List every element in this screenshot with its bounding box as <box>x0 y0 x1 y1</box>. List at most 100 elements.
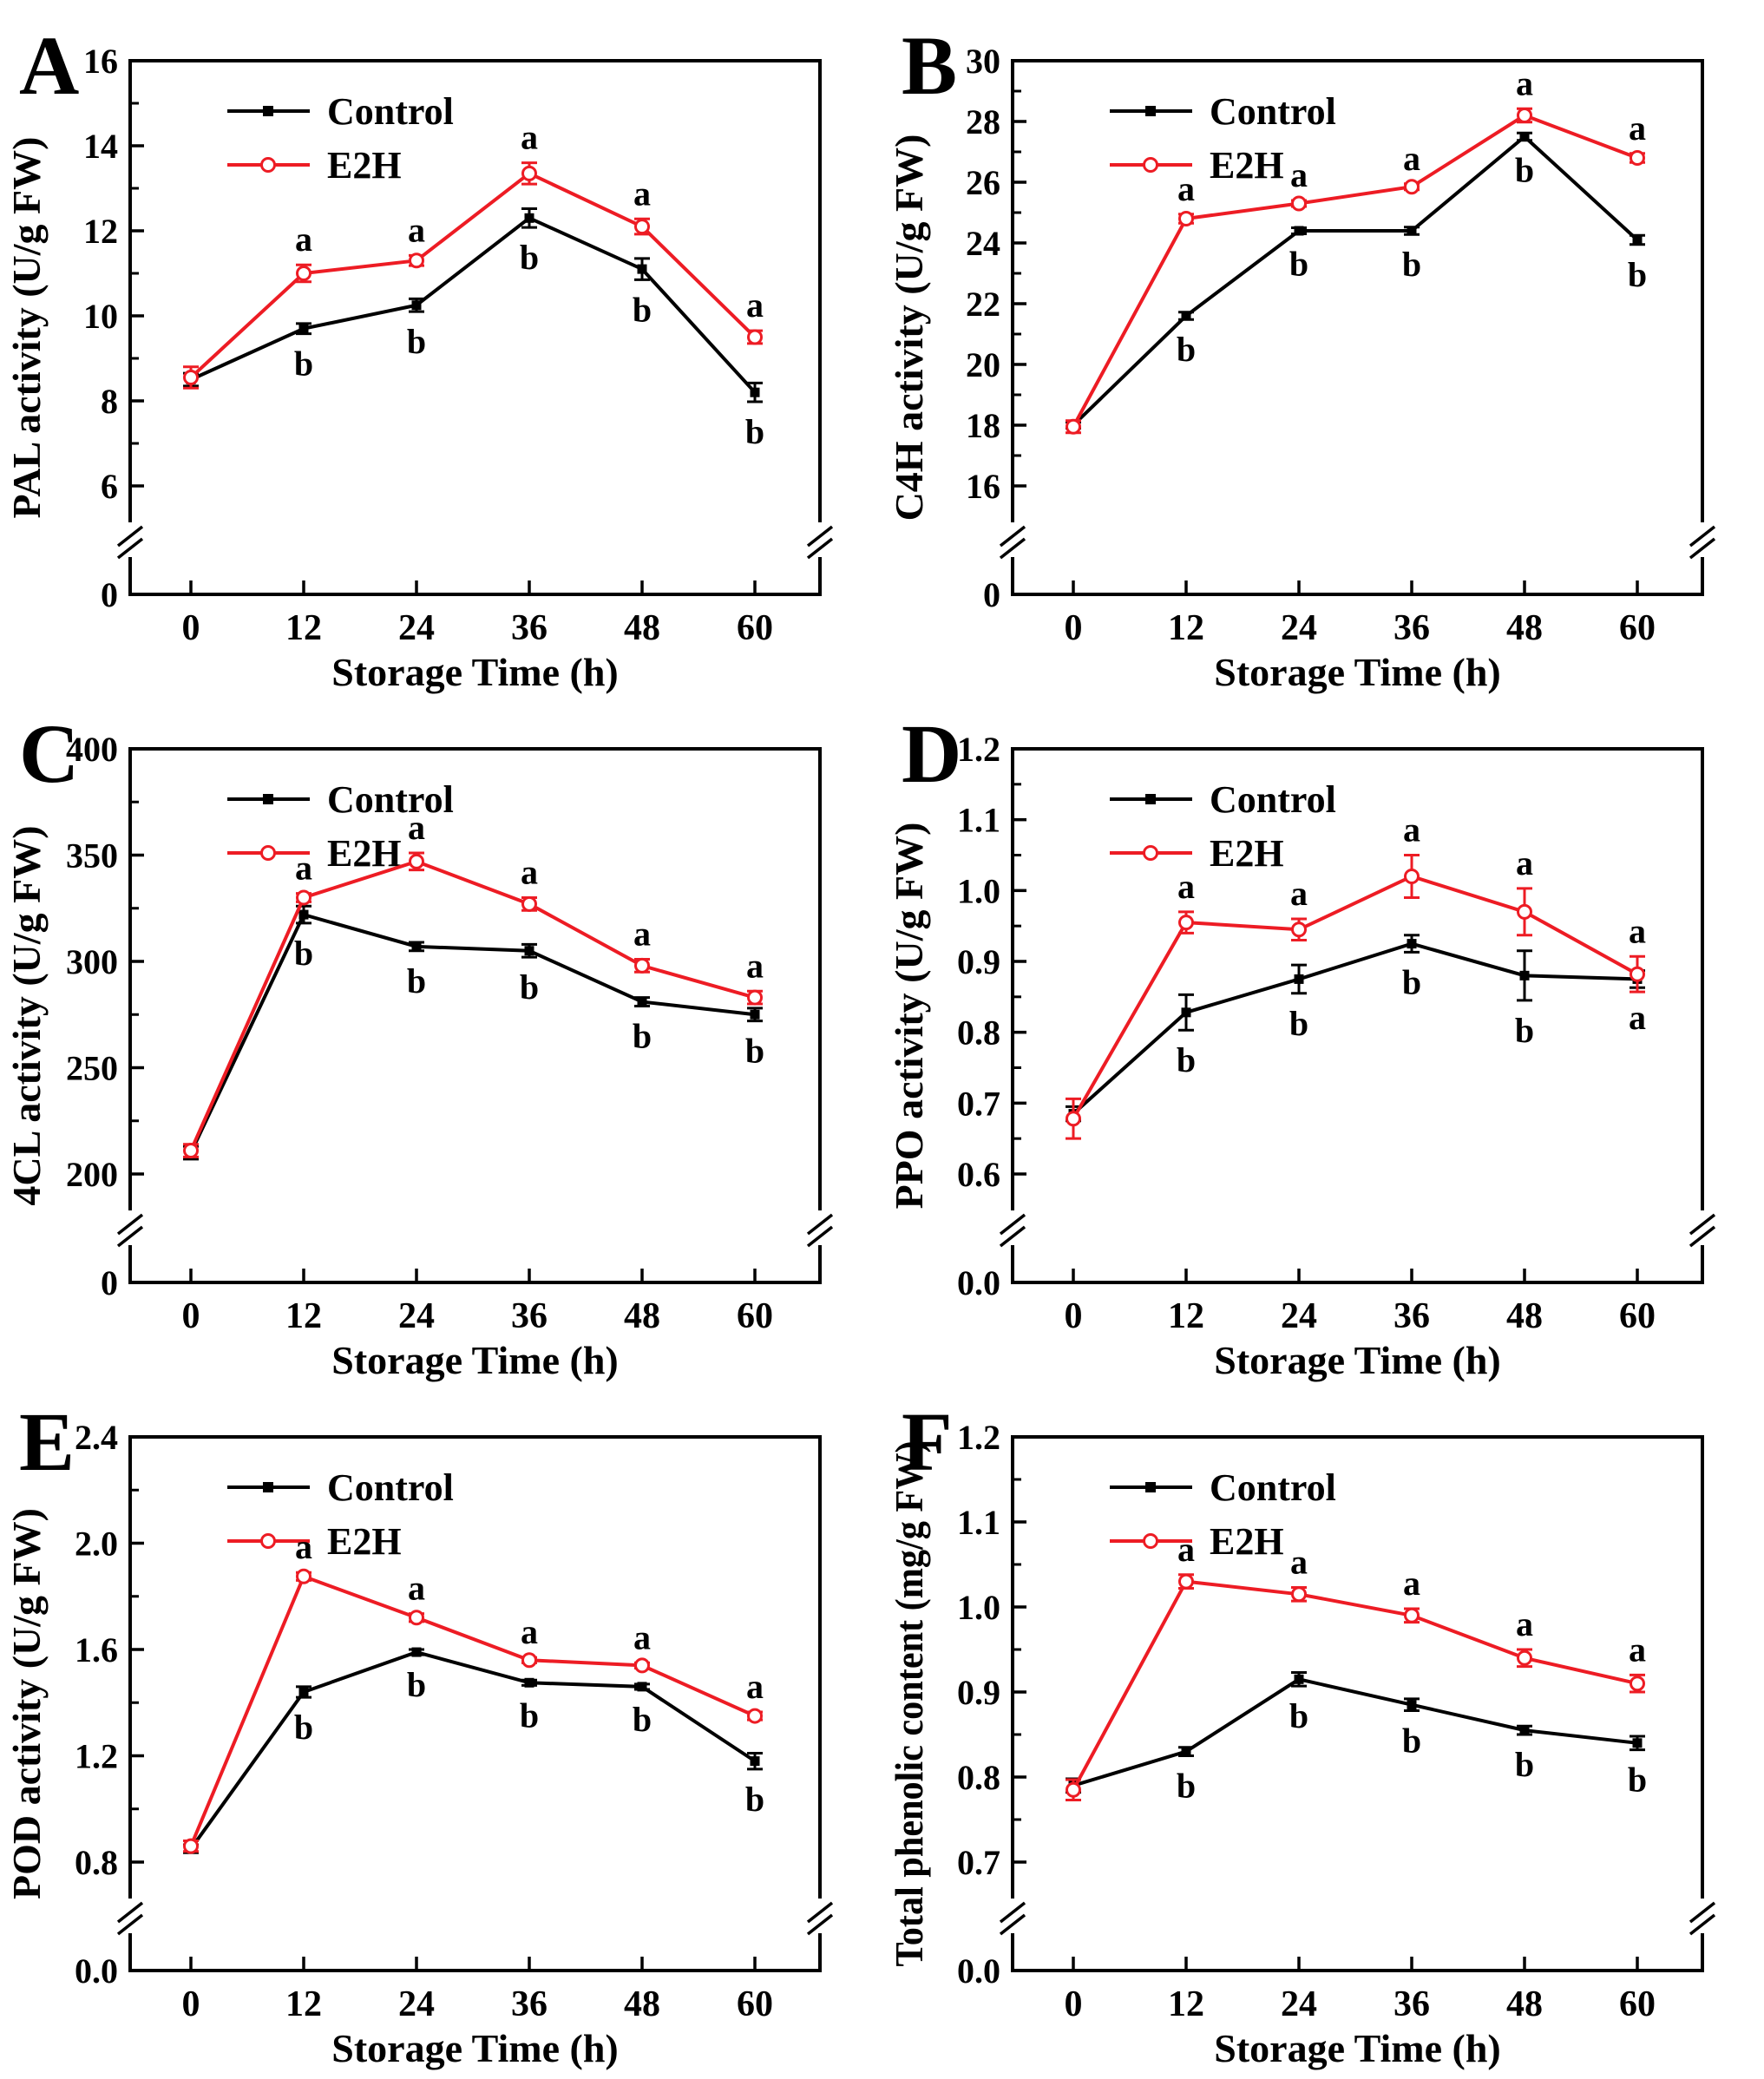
series-E2H: a a a a a <box>183 118 764 390</box>
x-axis-tick-label: 60 <box>737 1296 773 1336</box>
significance-letter: a <box>1629 1630 1646 1669</box>
data-point-marker <box>1178 211 1194 226</box>
data-point-marker <box>750 1756 760 1767</box>
significance-letter: a <box>746 285 764 325</box>
series-Control: b b b b a <box>1066 934 1646 1123</box>
y-axis-tick-label: 2.4 <box>75 1418 118 1457</box>
legend-label-E2H: E2H <box>327 144 402 187</box>
significance-letter: a <box>1629 998 1646 1037</box>
y-axis-title: 4CL activity (U/g FW) <box>4 825 49 1205</box>
x-axis-tick-label: 36 <box>1393 1984 1430 2024</box>
data-point-marker <box>1181 1007 1191 1018</box>
legend-marker-filled-square <box>1145 794 1156 804</box>
x-axis-tick-label: 0 <box>1065 1296 1083 1336</box>
x-axis-title: Storage Time (h) <box>331 1338 619 1382</box>
x-axis-tick-label: 12 <box>285 1984 322 2024</box>
x-axis-tick-label: 36 <box>511 1984 548 2024</box>
x-axis-tick-label: 48 <box>624 1984 660 2024</box>
legend-marker-open-circle <box>260 157 276 173</box>
significance-letter: b <box>745 412 764 451</box>
x-axis-tick-label: 36 <box>1393 1296 1430 1336</box>
legend-marker-filled-square <box>1145 1482 1156 1492</box>
significance-letter: a <box>1177 169 1195 208</box>
legend-label-Control: Control <box>327 1466 454 1509</box>
significance-letter: a <box>408 808 425 847</box>
y-axis-tick-label: 1.2 <box>75 1737 118 1776</box>
data-point-marker <box>1407 1700 1417 1710</box>
significance-letter: b <box>1628 255 1647 294</box>
significance-letter: b <box>520 1695 539 1735</box>
significance-letter: b <box>1402 245 1421 284</box>
significance-letter: a <box>746 1667 764 1706</box>
y-axis-tick-label: 300 <box>66 942 118 981</box>
panel-letter: C <box>19 707 79 800</box>
legend: Control E2H <box>1110 778 1336 875</box>
significance-letter: a <box>295 220 312 259</box>
x-axis-tick-label: 0 <box>182 1296 200 1336</box>
panel-letter: A <box>19 19 79 112</box>
data-point-marker <box>298 909 309 920</box>
y-axis-tick-label: 16 <box>966 467 1000 506</box>
data-point-marker <box>411 941 422 952</box>
y-axis-tick-label: 1.2 <box>957 1418 1000 1457</box>
y-axis-tick-label: 0.9 <box>957 1673 1000 1712</box>
significance-letter: a <box>1516 1604 1533 1643</box>
x-axis-tick-label: 12 <box>1168 1296 1204 1336</box>
significance-letter: b <box>1177 1767 1196 1806</box>
y-axis-tick-label: 0.8 <box>957 1758 1000 1797</box>
y-axis-tick-label: 2.0 <box>75 1525 118 1564</box>
x-axis-tick-label: 12 <box>285 608 322 648</box>
axis-break-icon <box>116 1225 144 1248</box>
significance-letter: a <box>633 174 651 213</box>
data-point-marker <box>183 1838 199 1854</box>
data-point-marker <box>1066 1781 1081 1798</box>
x-axis-tick-label: 60 <box>1619 608 1656 648</box>
significance-letter: b <box>633 1016 652 1055</box>
data-point-marker <box>524 1677 534 1688</box>
x-axis-tick-label: 48 <box>1506 608 1543 648</box>
data-point-marker <box>747 989 763 1006</box>
series-line-Control <box>190 215 757 394</box>
data-point-marker <box>747 1708 763 1724</box>
y-axis-tick-label: 200 <box>66 1155 118 1194</box>
legend-marker-open-circle <box>260 845 276 861</box>
series-line-E2H <box>1072 113 1638 428</box>
plot-box <box>1011 1435 1704 1972</box>
axis-break-gap <box>1010 1210 1015 1245</box>
significance-letter: b <box>1289 1696 1308 1735</box>
y-axis-tick-label: 1.6 <box>75 1630 118 1669</box>
y-axis-tick-label: 250 <box>66 1049 118 1088</box>
series-line-Control <box>1072 941 1638 1116</box>
significance-letter: a <box>1290 1542 1308 1581</box>
axis-break-icon <box>999 525 1026 548</box>
data-point-marker <box>750 387 760 397</box>
significance-letter: b <box>1515 1745 1534 1784</box>
y-axis-title: POD activity (U/g FW) <box>4 1508 49 1899</box>
axis-break-icon <box>116 525 144 548</box>
series-Control: b b b b b <box>1066 1670 1647 1806</box>
significance-letter: b <box>633 1700 652 1739</box>
panel-svg-D: D1.2 1.1 1.0 0.9 0.8 0.7 0.6 0.0 0 12 24 36 48 60 Stor… <box>887 707 1716 1382</box>
panel-svg-E: E 2.4 2.0 1.6 1.2 0.8 0.0 0 12 24 36 48 60 Storage Ti… <box>4 1395 834 2070</box>
y-axis-tick-label: 0.6 <box>957 1155 1000 1194</box>
axis-break-icon <box>116 1901 144 1924</box>
y-axis-tick-label: 10 <box>83 297 118 336</box>
y-axis-tick-label: 14 <box>83 127 118 166</box>
y-axis-tick-label: 30 <box>966 42 1000 81</box>
x-axis-tick-label: 60 <box>737 608 773 648</box>
significance-letter: a <box>1403 139 1420 178</box>
axis-break-gap <box>128 1210 133 1245</box>
data-point-marker <box>1291 195 1307 212</box>
data-point-marker <box>1630 150 1645 166</box>
data-point-marker <box>1291 921 1307 938</box>
y-axis-tick-label: 20 <box>966 345 1000 384</box>
significance-letter: a <box>521 853 538 892</box>
legend-marker-open-circle <box>1143 1533 1158 1549</box>
panel-letter: F <box>902 1395 953 1488</box>
axis-break-icon <box>116 1213 144 1236</box>
data-point-marker <box>409 853 424 869</box>
axis-break-icon <box>1689 1901 1716 1924</box>
data-point-marker <box>747 329 763 345</box>
y-axis-zero-label: 0.0 <box>957 1263 1000 1302</box>
legend-marker-filled-square <box>263 1482 273 1492</box>
